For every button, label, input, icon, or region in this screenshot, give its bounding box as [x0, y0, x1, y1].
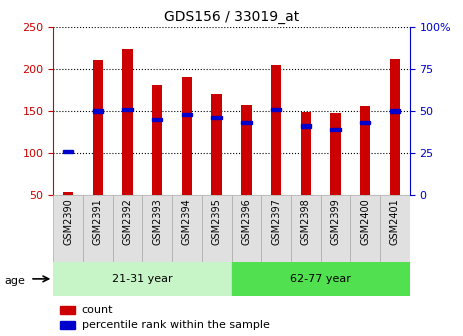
Text: GSM2400: GSM2400	[360, 198, 370, 245]
Bar	[300, 112, 311, 195]
Bar	[122, 108, 133, 111]
Bar	[212, 116, 222, 119]
FancyBboxPatch shape	[202, 195, 232, 262]
Bar	[152, 118, 163, 121]
Bar	[330, 128, 341, 131]
Title: GDS156 / 33019_at: GDS156 / 33019_at	[164, 10, 299, 25]
FancyBboxPatch shape	[113, 195, 143, 262]
Text: GSM2391: GSM2391	[93, 198, 103, 245]
FancyBboxPatch shape	[83, 195, 113, 262]
Text: GSM2394: GSM2394	[182, 198, 192, 245]
Bar	[300, 124, 311, 128]
FancyBboxPatch shape	[320, 195, 350, 262]
Bar	[60, 306, 75, 314]
Bar	[330, 113, 341, 195]
Text: GSM2390: GSM2390	[63, 198, 73, 245]
Text: GSM2395: GSM2395	[212, 198, 222, 245]
Bar	[63, 150, 73, 153]
Bar	[390, 109, 400, 113]
Text: age: age	[5, 276, 25, 286]
Text: percentile rank within the sample: percentile rank within the sample	[82, 320, 269, 330]
Bar	[122, 49, 133, 195]
Text: GSM2392: GSM2392	[123, 198, 132, 245]
Bar	[360, 106, 370, 195]
Bar	[93, 60, 103, 195]
Bar	[182, 77, 192, 195]
Bar	[271, 65, 281, 195]
Text: GSM2396: GSM2396	[241, 198, 251, 245]
Text: GSM2401: GSM2401	[390, 198, 400, 245]
FancyBboxPatch shape	[53, 195, 83, 262]
FancyBboxPatch shape	[380, 195, 410, 262]
Bar	[360, 121, 370, 124]
Bar	[93, 109, 103, 113]
Bar	[271, 108, 281, 111]
Text: 21-31 year: 21-31 year	[112, 274, 173, 284]
Text: GSM2393: GSM2393	[152, 198, 162, 245]
Bar	[390, 59, 400, 195]
Bar	[212, 94, 222, 195]
Bar	[241, 121, 251, 124]
FancyBboxPatch shape	[172, 195, 202, 262]
FancyBboxPatch shape	[261, 195, 291, 262]
Text: 62-77 year: 62-77 year	[290, 274, 351, 284]
Bar	[63, 192, 73, 195]
Bar	[241, 105, 251, 195]
FancyBboxPatch shape	[232, 195, 261, 262]
Text: GSM2397: GSM2397	[271, 198, 281, 245]
FancyBboxPatch shape	[143, 195, 172, 262]
Text: GSM2398: GSM2398	[301, 198, 311, 245]
FancyBboxPatch shape	[291, 195, 320, 262]
Text: count: count	[82, 305, 113, 315]
Text: GSM2399: GSM2399	[331, 198, 340, 245]
FancyBboxPatch shape	[350, 195, 380, 262]
Bar	[60, 321, 75, 329]
Bar	[152, 85, 163, 195]
Bar	[53, 262, 232, 296]
Bar	[232, 262, 410, 296]
Bar	[182, 113, 192, 116]
